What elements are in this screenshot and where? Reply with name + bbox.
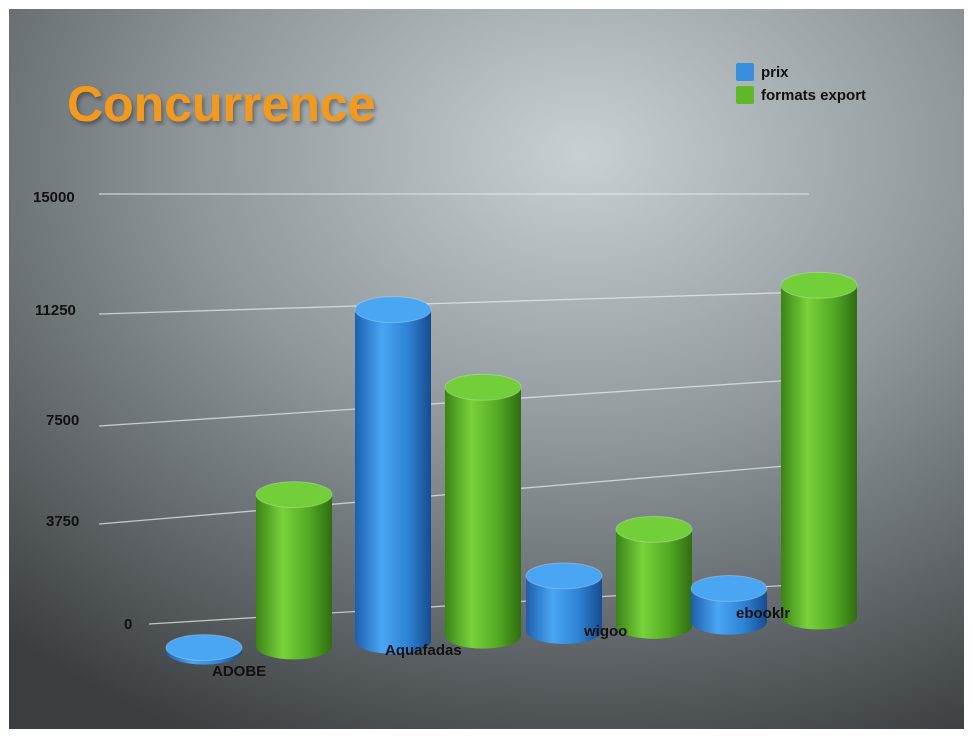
bar-top xyxy=(255,481,333,509)
legend-label-formats-export: formats export xyxy=(761,87,866,104)
y-tick-label: 11250 xyxy=(35,302,76,319)
bar-body xyxy=(691,588,767,635)
y-tick-label: 3750 xyxy=(46,513,79,530)
category-label-ebooklr: ebooklr xyxy=(736,605,790,622)
legend-swatch-formats-export xyxy=(736,86,754,104)
bar-prix-ebooklr xyxy=(690,575,768,635)
bar-top xyxy=(690,575,768,603)
gridline xyxy=(98,291,810,315)
bar-formats-export-ebooklr xyxy=(780,271,858,630)
y-tick-label: 7500 xyxy=(46,412,79,429)
bar-body xyxy=(445,387,521,649)
bar-top xyxy=(780,271,858,299)
chart-title: Concurrence xyxy=(67,76,375,132)
bar-prix-aquafadas xyxy=(354,296,432,654)
category-label-aquafadas: Aquafadas xyxy=(385,642,462,659)
chart-canvas: Concurrence 15000 11250 7500 3750 0 ADOB… xyxy=(9,9,964,729)
bar-body xyxy=(781,285,857,630)
bar-prix-adobe xyxy=(165,634,243,665)
bar-top xyxy=(165,634,243,662)
bar-prix-wigoo xyxy=(525,562,603,645)
bars xyxy=(165,271,858,665)
bar-body xyxy=(256,494,332,660)
y-tick-label: 0 xyxy=(124,616,132,633)
bar-formats-export-adobe xyxy=(255,481,333,660)
chart-slide: Concurrence 15000 11250 7500 3750 0 ADOB… xyxy=(9,9,964,729)
bar-top xyxy=(444,373,522,401)
y-axis-ticks: 15000 11250 7500 3750 0 xyxy=(33,189,132,633)
legend: prix formats export xyxy=(736,63,866,104)
y-tick-label: 15000 xyxy=(33,189,75,206)
legend-swatch-prix xyxy=(736,63,754,81)
category-label-adobe: ADOBE xyxy=(212,663,266,680)
bar-body xyxy=(616,529,692,639)
bar-body xyxy=(526,575,602,645)
bar-top xyxy=(354,296,432,324)
category-label-wigoo: wigoo xyxy=(583,623,627,640)
bar-top xyxy=(615,515,693,543)
bar-top xyxy=(525,562,603,590)
category-labels: ADOBE Aquafadas wigoo ebooklr xyxy=(212,605,790,680)
bar-body xyxy=(355,309,431,654)
bar-formats-export-aquafadas xyxy=(444,373,522,649)
legend-label-prix: prix xyxy=(761,64,789,81)
bar-formats-export-wigoo xyxy=(615,515,693,639)
